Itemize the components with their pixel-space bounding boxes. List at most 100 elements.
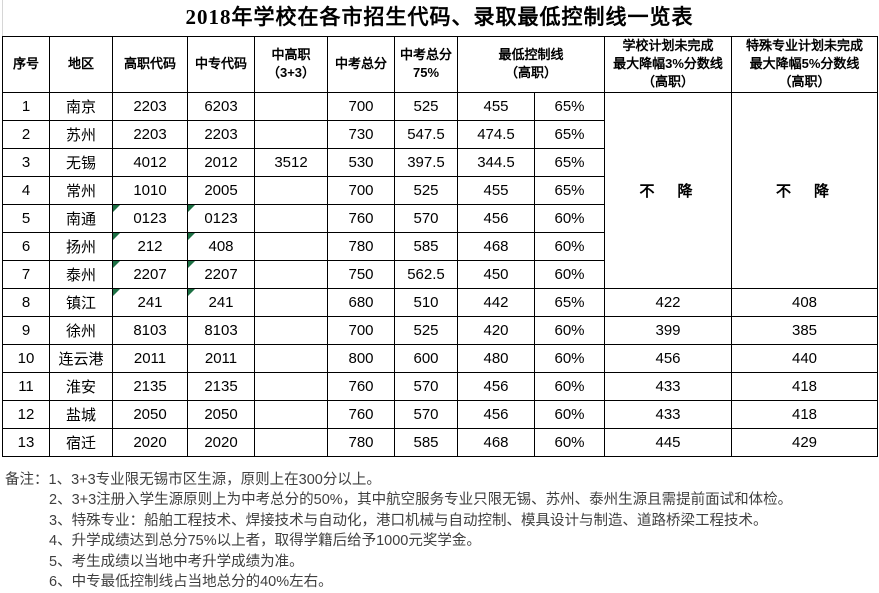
- cell-min-line-pct: 60%: [533, 371, 606, 401]
- admissions-table: 序号 地区 高职代码 中专代码 中高职 （3+3） 中考总分 中考总分 75% 最低控制线 （…: [2, 36, 879, 457]
- cell-region: 泰州: [49, 259, 113, 289]
- cell-min-line: 480: [457, 343, 535, 373]
- table-row: 1 南京 2203 6203 700 525 455 65% 不 降不 降: [2, 91, 879, 289]
- cell-min-line-pct: 65%: [533, 175, 606, 205]
- note-line: 4、升学成绩达到总分75%以上者，取得学籍后给予1000元奖学金。: [5, 531, 879, 552]
- cell-zhongzhuan-code: 2207: [187, 259, 255, 289]
- cell-row-number: 13: [2, 427, 50, 457]
- cell-row-number: 4: [2, 175, 50, 205]
- cell-zhongzhuan-code: 408: [187, 231, 255, 261]
- cell-gaozhi-code: 212: [112, 231, 188, 261]
- cell-zhonggaozhi-code: [254, 175, 328, 205]
- cell-zhongkao-total: 800: [327, 343, 395, 373]
- cell-zhongzhuan-code: 2203: [187, 119, 255, 149]
- cell-min-line-pct: 60%: [533, 343, 606, 373]
- cell-zhongkao-75: 600: [394, 343, 458, 373]
- cell-min-line-pct: 60%: [533, 231, 606, 261]
- col-header-min: 最低控制线 （高职）: [456, 36, 606, 93]
- cell-row-number: 3: [2, 147, 50, 177]
- cell-min-line-pct: 65%: [533, 147, 606, 177]
- col-header-school: 学校计划未完成 最大降幅3%分数线 （高职）: [604, 36, 733, 93]
- table-row: 2 苏州 2203 2203 730 547.5 474.5 65%: [2, 119, 878, 149]
- cell-row-number: 1: [2, 91, 50, 121]
- cell-min-line: 455: [457, 175, 535, 205]
- cell-zhonggaozhi-code: [254, 371, 328, 401]
- note-text: 1、3+3专业限无锡市区生源，原则上在300分以上。: [48, 471, 381, 488]
- note-text: 2、3+3注册入学生源原则上为中考总分的50%，其中航空服务专业只限无锡、苏州、…: [49, 492, 793, 509]
- cell-school-drop-line: 433: [604, 399, 733, 429]
- cell-zhongzhuan-code: 8103: [187, 315, 255, 345]
- cell-region: 淮安: [49, 371, 113, 401]
- cell-zhonggaozhi-code: [254, 343, 328, 373]
- cell-min-line-pct: 60%: [533, 399, 606, 429]
- cell-min-line-pct: 60%: [533, 203, 606, 233]
- cell-zhongkao-75: 525: [394, 315, 458, 345]
- cell-zhongzhuan-code: 6203: [187, 91, 255, 121]
- cell-gaozhi-code: 2135: [112, 371, 188, 401]
- cell-special-drop-line: 440: [731, 343, 879, 373]
- col-header-region: 地区: [49, 36, 113, 93]
- cell-min-line: 474.5: [457, 119, 535, 149]
- cell-region: 常州: [49, 175, 113, 205]
- cell-zhongkao-total: 730: [327, 119, 395, 149]
- cell-school-drop-line: 433: [604, 371, 733, 401]
- cell-region: 镇江: [49, 287, 113, 317]
- cell-region: 盐城: [49, 399, 113, 429]
- col-header-gaozhi: 高职代码: [112, 36, 188, 93]
- cell-zhongzhuan-code: 241: [187, 287, 255, 317]
- notes-prefix: 备注：: [5, 471, 49, 488]
- table-row: 8 镇江 241 241 680 510 442 65% 422 408: [2, 287, 879, 317]
- cell-row-number: 6: [2, 231, 50, 261]
- note-line: 备注：1、3+3专业限无锡市区生源，原则上在300分以上。: [5, 470, 879, 491]
- cell-gaozhi-code: 2011: [112, 343, 188, 373]
- cell-row-number: 11: [2, 371, 50, 401]
- cell-row-number: 2: [2, 119, 50, 149]
- col-header-special: 特殊专业计划未完成 最大降幅5%分数线 （高职）: [731, 36, 879, 93]
- cell-zhongkao-75: 570: [394, 399, 458, 429]
- cell-min-line: 442: [457, 287, 535, 317]
- cell-zhonggaozhi-code: [254, 287, 328, 317]
- note-text: 3、特殊专业：船舶工程技术、焊接技术与自动化，港口机械与自动控制、模具设计与制造…: [49, 512, 768, 529]
- table-row: 13 宿迁 2020 2020 780 585 468 60% 445 429: [2, 427, 879, 457]
- cell-gaozhi-code: 0123: [112, 203, 188, 233]
- cell-zhonggaozhi-code: [254, 203, 328, 233]
- table-row: 6 扬州 212 408 780 585 468 60%: [2, 231, 878, 261]
- cell-zhongkao-75: 525: [394, 175, 458, 205]
- cell-zhongkao-total: 680: [327, 287, 395, 317]
- cell-school-drop-line: 422: [604, 287, 733, 317]
- table-row: 9 徐州 8103 8103 700 525 420 60% 399 385: [2, 315, 879, 345]
- cell-gaozhi-code: 8103: [112, 315, 188, 345]
- cell-min-line: 344.5: [457, 147, 535, 177]
- cell-gaozhi-code: 2050: [112, 399, 188, 429]
- cell-min-line: 456: [457, 371, 535, 401]
- cell-zhonggaozhi-code: [254, 231, 328, 261]
- cell-school-drop-line: 456: [604, 343, 733, 373]
- cell-gaozhi-code: 2020: [112, 427, 188, 457]
- cell-zhonggaozhi-code: [254, 119, 328, 149]
- cell-zhonggaozhi-code: [254, 91, 328, 121]
- cell-zhongzhuan-code: 2020: [187, 427, 255, 457]
- table-row: 11 淮安 2135 2135 760 570 456 60% 433 418: [2, 371, 879, 401]
- cell-min-line: 455: [457, 91, 535, 121]
- cell-zhonggaozhi-code: 3512: [254, 147, 328, 177]
- cell-min-line: 456: [457, 203, 535, 233]
- cell-gaozhi-code: 2207: [112, 259, 188, 289]
- cell-zhongzhuan-code: 2012: [187, 147, 255, 177]
- cell-zhongkao-75: 562.5: [394, 259, 458, 289]
- cell-region: 宿迁: [49, 427, 113, 457]
- table-body: 1 南京 2203 6203 700 525 455 65% 不 降不 降 2 苏州 2203 2203…: [2, 91, 879, 457]
- cell-special-drop-line: 418: [731, 371, 879, 401]
- cell-gaozhi-code: 4012: [112, 147, 188, 177]
- cell-region: 扬州: [49, 231, 113, 261]
- cell-zhongkao-total: 760: [327, 203, 395, 233]
- cell-zhongkao-75: 570: [394, 371, 458, 401]
- cell-zhongkao-total: 700: [327, 315, 395, 345]
- cell-min-line-pct: 65%: [533, 119, 606, 149]
- cell-region: 苏州: [49, 119, 113, 149]
- cell-min-line: 420: [457, 315, 535, 345]
- cell-region: 连云港: [49, 343, 113, 373]
- cell-min-line-pct: 65%: [533, 91, 606, 121]
- cell-row-number: 7: [2, 259, 50, 289]
- cell-region: 南通: [49, 203, 113, 233]
